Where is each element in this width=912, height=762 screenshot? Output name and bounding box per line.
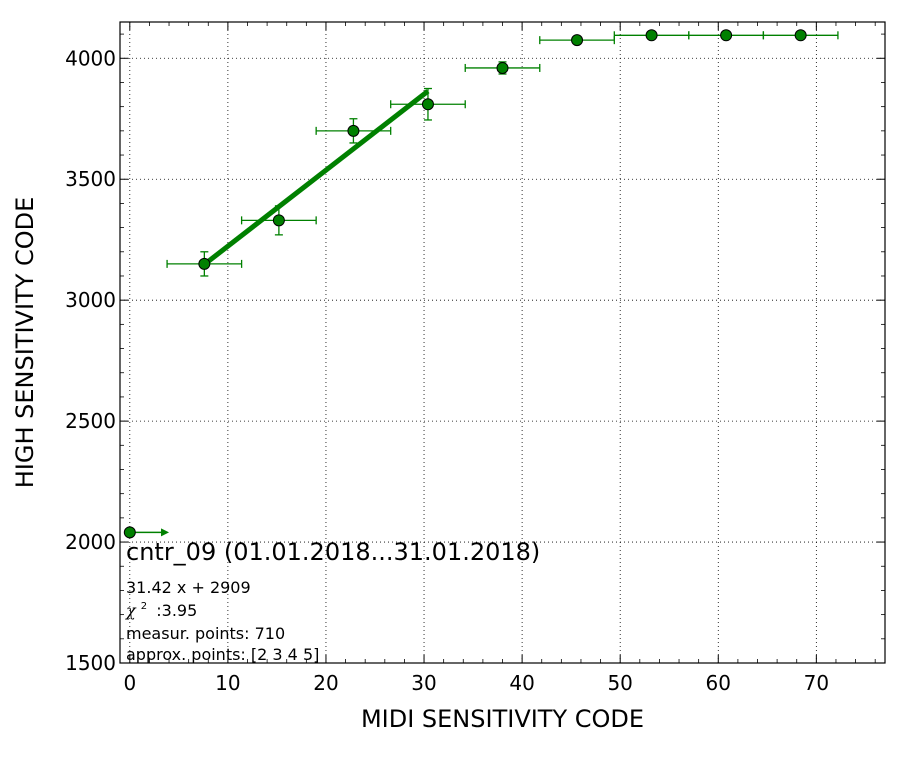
chi-superscript: 2 <box>141 601 147 612</box>
x-tick-label: 20 <box>313 671 338 695</box>
data-point <box>272 214 285 227</box>
data-point <box>571 34 584 47</box>
x-axis-label: MIDI SENSITIVITY CODE <box>361 705 644 733</box>
data-point <box>720 29 733 42</box>
y-tick-label: 4000 <box>65 46 116 70</box>
data-point <box>347 124 360 137</box>
chi-symbol: χ <box>125 601 137 620</box>
ticks <box>120 22 885 664</box>
data-point <box>645 29 658 42</box>
data-point <box>794 29 807 42</box>
data-point <box>421 98 434 111</box>
measur-points-text: measur. points: 710 <box>126 624 285 643</box>
data-point <box>496 61 509 74</box>
offscale-point <box>123 526 136 539</box>
x-tick-label: 10 <box>215 671 240 695</box>
x-tick-label: 40 <box>509 671 534 695</box>
offscale-arrow-head <box>161 528 170 537</box>
x-tick-label: 30 <box>411 671 436 695</box>
chi-square-text: χ 2 :3.95 <box>125 594 197 620</box>
x-tick-label: 70 <box>804 671 829 695</box>
y-tick-label: 2500 <box>65 409 116 433</box>
grid <box>120 22 885 663</box>
x-tick-label: 0 <box>123 671 136 695</box>
plot-area <box>123 29 839 539</box>
y-tick-label: 2000 <box>65 530 116 554</box>
x-tick-label: 60 <box>706 671 731 695</box>
x-tick-label: 50 <box>607 671 632 695</box>
y-tick-label: 1500 <box>65 651 116 675</box>
approx-points-text: approx. points: [2 3 4 5] <box>126 645 319 664</box>
fit-equation: 31.42 x + 2909 <box>126 578 251 597</box>
y-tick-label: 3500 <box>65 167 116 191</box>
data-point <box>198 257 211 270</box>
chart-title: cntr_09 (01.01.2018...31.01.2018) <box>126 538 540 566</box>
fit-line <box>202 89 430 267</box>
tick-labels: 0 10 20 30 40 50 60 70 1500 2000 2500 3000 3500 4000 <box>65 46 829 695</box>
y-axis-label: HIGH SENSITIVITY CODE <box>11 197 39 489</box>
y-tick-label: 3000 <box>65 288 116 312</box>
chi-value: :3.95 <box>156 601 197 620</box>
